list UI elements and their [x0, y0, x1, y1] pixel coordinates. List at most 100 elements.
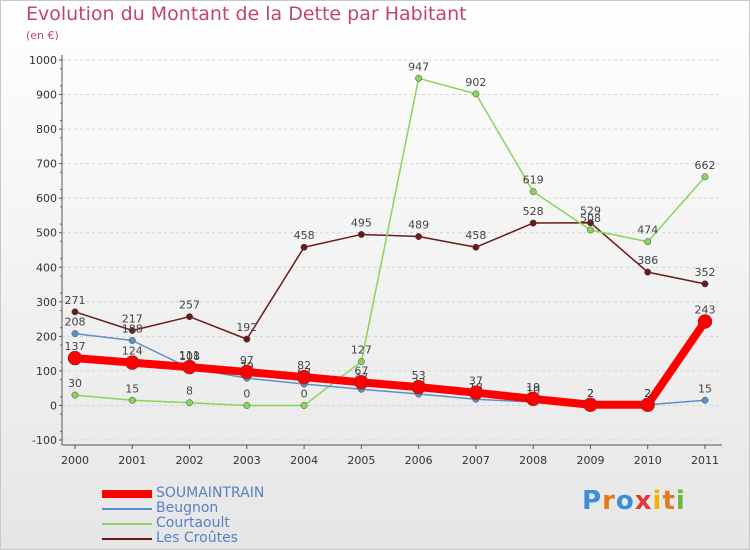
x-tick-label: 2004: [290, 454, 318, 467]
data-label-soumaintrain: 97: [240, 354, 254, 367]
legend-swatch: [102, 508, 152, 510]
data-point-les-croutes: [472, 243, 480, 251]
data-point-soumaintrain: [354, 375, 369, 390]
logo-letter: x: [634, 486, 653, 516]
data-label-soumaintrain: 137: [65, 340, 86, 353]
x-tick-label: 2011: [691, 454, 719, 467]
x-tick-label: 2007: [462, 454, 490, 467]
data-point-courtaoult: [587, 226, 594, 234]
data-point-soumaintrain: [182, 359, 197, 375]
y-tick-label: 400: [36, 261, 57, 274]
data-point-les-croutes: [357, 231, 365, 238]
data-label-beugnon: 15: [698, 382, 712, 395]
data-point-beugnon: [701, 396, 709, 404]
y-tick-label: 500: [36, 227, 57, 240]
legend-swatch: [102, 538, 152, 540]
data-point-soumaintrain: [296, 369, 312, 385]
x-tick-label: 2006: [405, 454, 433, 467]
data-label-courtaoult: 127: [351, 344, 372, 357]
data-point-courtaoult: [186, 399, 193, 407]
data-label-courtaoult: 619: [523, 174, 544, 187]
data-point-courtaoult: [529, 188, 537, 196]
data-label-beugnon: 2: [644, 387, 651, 400]
data-label-soumaintrain: 2: [587, 387, 594, 400]
data-point-les-croutes: [71, 308, 79, 316]
data-label-courtaoult: 8: [186, 385, 193, 398]
data-point-courtaoult: [701, 173, 709, 181]
data-label-les-croutes: 192: [236, 321, 257, 334]
y-tick-label: 100: [36, 365, 57, 378]
data-point-beugnon: [71, 330, 79, 338]
data-point-courtaoult: [644, 238, 652, 246]
data-label-soumaintrain: 53: [412, 369, 426, 382]
data-point-soumaintrain: [697, 314, 713, 329]
data-label-les-croutes: 458: [294, 229, 315, 242]
y-tick-label: 0: [50, 399, 57, 412]
y-tick-label: 600: [36, 192, 57, 205]
data-label-les-croutes: 495: [351, 216, 372, 229]
data-label-les-croutes: 217: [122, 312, 143, 325]
logo-letter: i: [675, 486, 686, 516]
y-tick-label: 900: [36, 89, 57, 102]
data-label-beugnon: 2: [587, 387, 594, 400]
data-point-les-croutes: [300, 243, 308, 251]
data-label-les-croutes: 386: [637, 254, 658, 267]
data-point-soumaintrain: [583, 397, 598, 413]
logo-letter: P: [582, 486, 603, 516]
data-label-les-croutes: 458: [465, 229, 486, 242]
legend-label: Courtaoult: [156, 515, 230, 531]
y-tick-label: 1000: [29, 54, 57, 67]
data-label-soumaintrain: 37: [469, 375, 483, 388]
logo-letter: t: [662, 486, 676, 516]
data-point-courtaoult: [472, 90, 480, 98]
legend-swatch: [102, 490, 152, 498]
series-line-courtaoult: [74, 77, 706, 407]
proxiti-logo: Proxiti: [582, 486, 686, 516]
data-label-courtaoult: 508: [580, 212, 601, 225]
x-tick-label: 2008: [519, 454, 547, 467]
data-label-courtaoult: 662: [695, 159, 716, 172]
data-point-les-croutes: [587, 219, 594, 227]
x-tick-label: 2003: [233, 454, 261, 467]
data-label-courtaoult: 30: [68, 377, 82, 390]
data-point-courtaoult: [71, 391, 79, 399]
data-point-courtaoult: [243, 402, 251, 409]
data-label-les-croutes: 257: [179, 299, 200, 312]
data-label-courtaoult: 902: [465, 76, 486, 89]
data-point-courtaoult: [357, 358, 365, 366]
data-point-les-croutes: [701, 280, 709, 288]
data-point-les-croutes: [644, 268, 652, 276]
legend-label: SOUMAINTRAIN: [156, 485, 265, 501]
data-label-soumaintrain: 82: [297, 359, 311, 372]
data-point-les-croutes: [128, 327, 136, 334]
data-label-beugnon: 208: [65, 316, 86, 329]
series-line-les-croutes: [74, 221, 706, 340]
x-tick-label: 2002: [176, 454, 204, 467]
data-label-soumaintrain: 67: [354, 364, 368, 377]
data-point-soumaintrain: [525, 391, 541, 407]
data-point-les-croutes: [529, 219, 537, 227]
data-label-beugnon: 188: [122, 323, 143, 336]
data-point-soumaintrain: [125, 355, 140, 370]
data-point-soumaintrain: [411, 379, 426, 395]
data-point-les-croutes: [186, 313, 193, 321]
data-label-les-croutes: 529: [580, 205, 601, 218]
logo-letter: r: [602, 486, 616, 516]
data-label-soumaintrain: 111: [179, 349, 200, 362]
data-label-les-croutes: 352: [695, 266, 716, 279]
x-tick-label: 2001: [118, 454, 146, 467]
data-label-courtaoult: 0: [243, 387, 250, 400]
data-label-courtaoult: 474: [637, 224, 658, 237]
data-label-soumaintrain: 243: [695, 304, 716, 317]
data-label-courtaoult: 0: [301, 387, 308, 400]
data-label-les-croutes: 489: [408, 219, 429, 232]
x-tick-label: 2005: [347, 454, 375, 467]
data-point-beugnon: [128, 337, 136, 344]
data-label-courtaoult: 15: [125, 382, 139, 395]
x-tick-label: 2010: [634, 454, 662, 467]
legend-label: Beugnon: [156, 500, 219, 516]
data-label-les-croutes: 271: [65, 294, 86, 307]
logo-letter: o: [615, 486, 635, 516]
